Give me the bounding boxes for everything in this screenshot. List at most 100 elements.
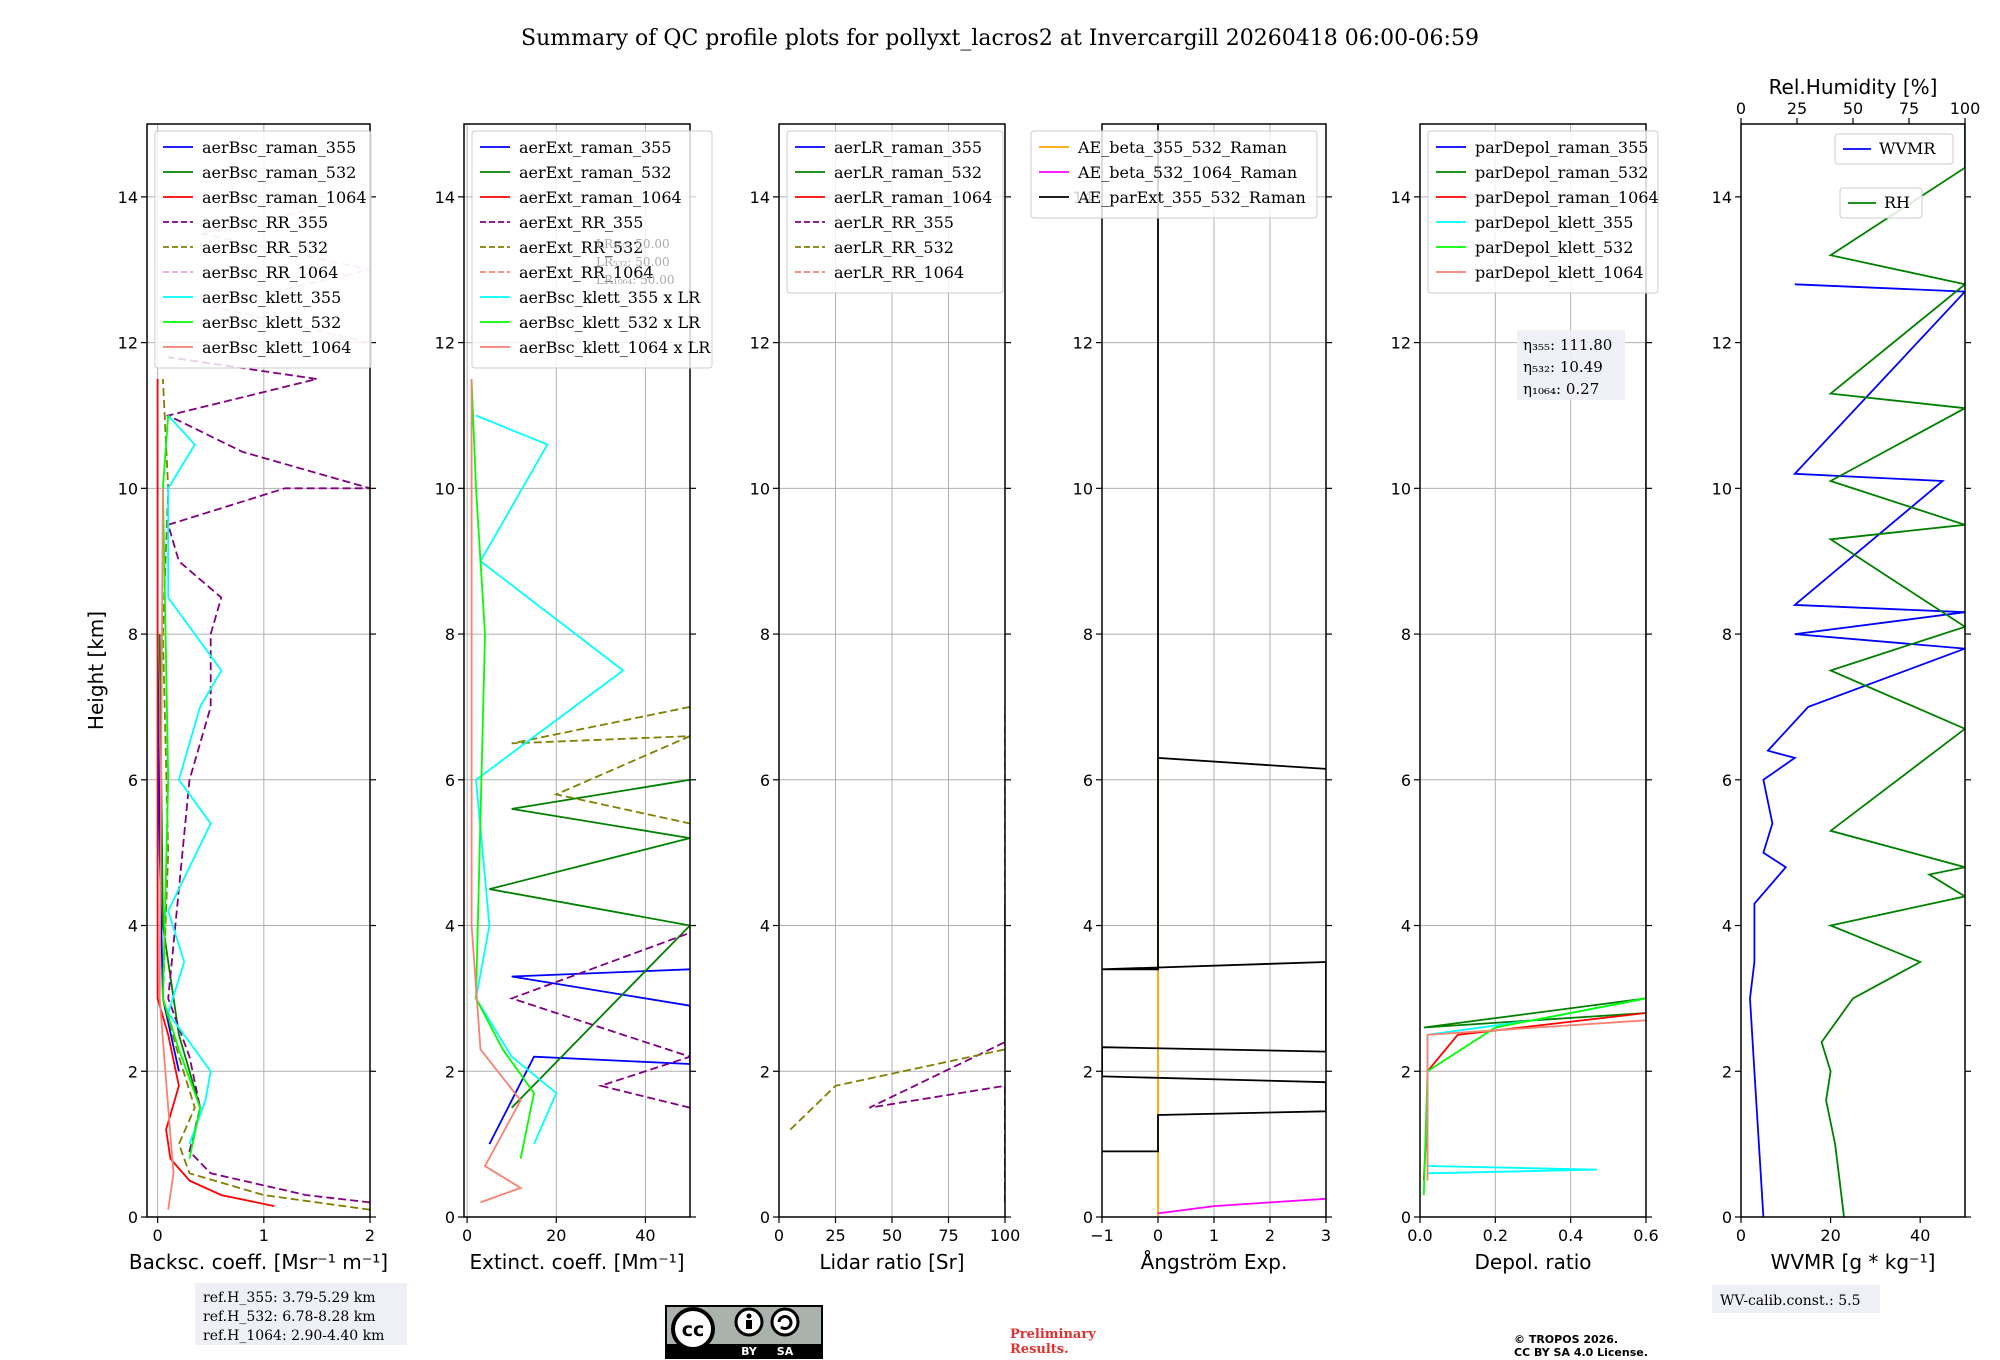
- y-tick-label: 12: [1073, 334, 1093, 353]
- axes-frame: [146, 123, 371, 1218]
- legend-label: aerBsc_klett_1064 x LR: [519, 338, 711, 357]
- series-line-pardepol-klett-1064: [1426, 342, 1646, 1181]
- legend-label: AE_beta_532_1064_Raman: [1077, 163, 1297, 182]
- legend-label: parDepol_klett_355: [1475, 213, 1633, 232]
- y-tick-label: 2: [128, 1062, 138, 1081]
- legend-label: parDepol_klett_532: [1475, 238, 1633, 257]
- legend-label: aerBsc_raman_1064: [202, 188, 367, 207]
- x-tick-label: 0: [1153, 1226, 1163, 1245]
- legend-label: aerExt_raman_532: [519, 163, 672, 182]
- legend-label: RH: [1884, 193, 1910, 212]
- x-axis-label: Backsc. coeff. [Msr⁻¹ m⁻¹]: [129, 1250, 388, 1274]
- y-tick-label: 6: [760, 771, 770, 790]
- preliminary-line-1: Preliminary: [1010, 1327, 1096, 1342]
- y-tick-label: 4: [445, 917, 455, 936]
- y-tick-label: 14: [435, 188, 455, 207]
- x-tick-label: 0.2: [1483, 1226, 1508, 1245]
- by-person-head: [746, 1313, 752, 1319]
- reference-heights-background: [195, 1283, 407, 1345]
- legend-label: aerExt_RR_355: [519, 213, 643, 232]
- legend-label: aerLR_RR_355: [834, 213, 954, 232]
- cc-badge-strip: [667, 1344, 821, 1357]
- series-group: [470, 378, 690, 1204]
- legend-label: aerLR_raman_532: [834, 163, 982, 182]
- x-tick-label: 1: [1209, 1226, 1219, 1245]
- y-tick-label: 4: [760, 917, 770, 936]
- legend-label: parDepol_raman_1064: [1475, 188, 1659, 207]
- y-tick-label: 4: [1083, 917, 1093, 936]
- y-tick-label: 4: [1722, 917, 1732, 936]
- legend-box: [1427, 130, 1659, 294]
- legend-label: aerBsc_klett_532 x LR: [519, 313, 701, 332]
- top-x-tick-label: 100: [1950, 99, 1981, 118]
- x-axis-label: Lidar ratio [Sr]: [819, 1250, 964, 1274]
- sa-share-icon: [770, 1307, 800, 1337]
- y-tick-label: 14: [1712, 188, 1732, 207]
- series-line-aerbsc-klett-1064-x-lr: [470, 379, 523, 1204]
- y-tick-label: 4: [128, 917, 138, 936]
- series-line-aerbsc-klett-355: [167, 414, 223, 1145]
- legend-box: [1839, 187, 1923, 219]
- x-tick-label: 0: [153, 1226, 163, 1245]
- legend-label: parDepol_raman_355: [1475, 138, 1648, 157]
- y-tick-label: 6: [1401, 771, 1411, 790]
- series-line-aerbsc-raman-1064: [156, 379, 275, 1207]
- legend-label: aerBsc_klett_355: [202, 288, 341, 307]
- ref-height-355: ref.H_355: 3.79-5.29 km: [203, 1290, 376, 1306]
- x-tick-label: 0: [774, 1226, 784, 1245]
- x-axis-label: Extinct. coeff. [Mm⁻¹]: [469, 1250, 684, 1274]
- cc-label: cc: [682, 1319, 705, 1341]
- legend-label: aerBsc_klett_355 x LR: [519, 288, 701, 307]
- top-x-tick-label: 0: [1736, 99, 1746, 118]
- y-tick-label: 8: [760, 625, 770, 644]
- y-tick-label: 2: [1083, 1062, 1093, 1081]
- y-tick-label: 2: [1722, 1062, 1732, 1081]
- x-tick-label: 0.6: [1633, 1226, 1658, 1245]
- y-tick-label: 14: [750, 188, 770, 207]
- x-axis-label: WVMR [g * kg⁻¹]: [1771, 1250, 1936, 1274]
- legend-label: AE_beta_355_532_Raman: [1077, 138, 1287, 157]
- y-tick-label: 12: [1712, 334, 1732, 353]
- x-tick-label: 3: [1321, 1226, 1331, 1245]
- chart-panel-3: 0 25 50 75 100 0 2 4 6 8 10 12 14 Lidar ratio [Sr] aer…: [750, 123, 1020, 1274]
- legend-label: aerExt_raman_355: [519, 138, 672, 157]
- preliminary-line-2: Results.: [1010, 1342, 1069, 1357]
- axes-frame: [463, 123, 691, 1218]
- y-tick-label: 0: [1083, 1208, 1093, 1227]
- y-axis-label: Height [km]: [84, 611, 108, 730]
- lr-annotation: LR₃₅₅: 50.00: [596, 237, 670, 251]
- y-tick-label: 8: [445, 625, 455, 644]
- legend-label: aerExt_RR_532: [519, 238, 643, 257]
- y-tick-label: 10: [118, 479, 138, 498]
- chart-title: Summary of QC profile plots for pollyxt_…: [521, 26, 1479, 51]
- x-tick-label: −1: [1090, 1226, 1114, 1245]
- eta-annotation: η₁₀₆₄: 0.27: [1523, 380, 1599, 398]
- y-tick-label: 8: [1401, 625, 1411, 644]
- legend-label: aerBsc_RR_355: [202, 213, 328, 232]
- x-tick-label: 20: [1820, 1226, 1840, 1245]
- legend-box: [471, 130, 713, 369]
- series-line-aerlr-rr-532: [789, 706, 1005, 1131]
- top-x-tick-label: 75: [1899, 99, 1919, 118]
- legend-label: aerLR_raman_355: [834, 138, 982, 157]
- legend-label: aerBsc_klett_1064: [202, 338, 351, 357]
- legend-box: [786, 130, 1004, 294]
- y-tick-label: 4: [1401, 917, 1411, 936]
- top-x-tick-label: 25: [1787, 99, 1807, 118]
- x-tick-label: 50: [882, 1226, 902, 1245]
- y-tick-label: 14: [118, 188, 138, 207]
- y-tick-label: 2: [1401, 1062, 1411, 1081]
- series-line-aerbsc-rr-355: [165, 356, 370, 1204]
- sa-label: SA: [777, 1345, 794, 1358]
- series-line-aerbsc-klett-355-x-lr: [475, 414, 625, 1145]
- legend-label: WVMR: [1879, 139, 1936, 158]
- by-person-body: [746, 1320, 752, 1329]
- x-tick-label: 0.4: [1558, 1226, 1583, 1245]
- legend-label: aerLR_RR_1064: [834, 263, 964, 282]
- series-line-wvmr: [1749, 283, 1965, 1217]
- eta-annotation: η₃₅₅: 111.80: [1523, 336, 1612, 354]
- series-line-aerbsc-raman-355: [156, 634, 180, 1072]
- y-tick-label: 14: [1391, 188, 1411, 207]
